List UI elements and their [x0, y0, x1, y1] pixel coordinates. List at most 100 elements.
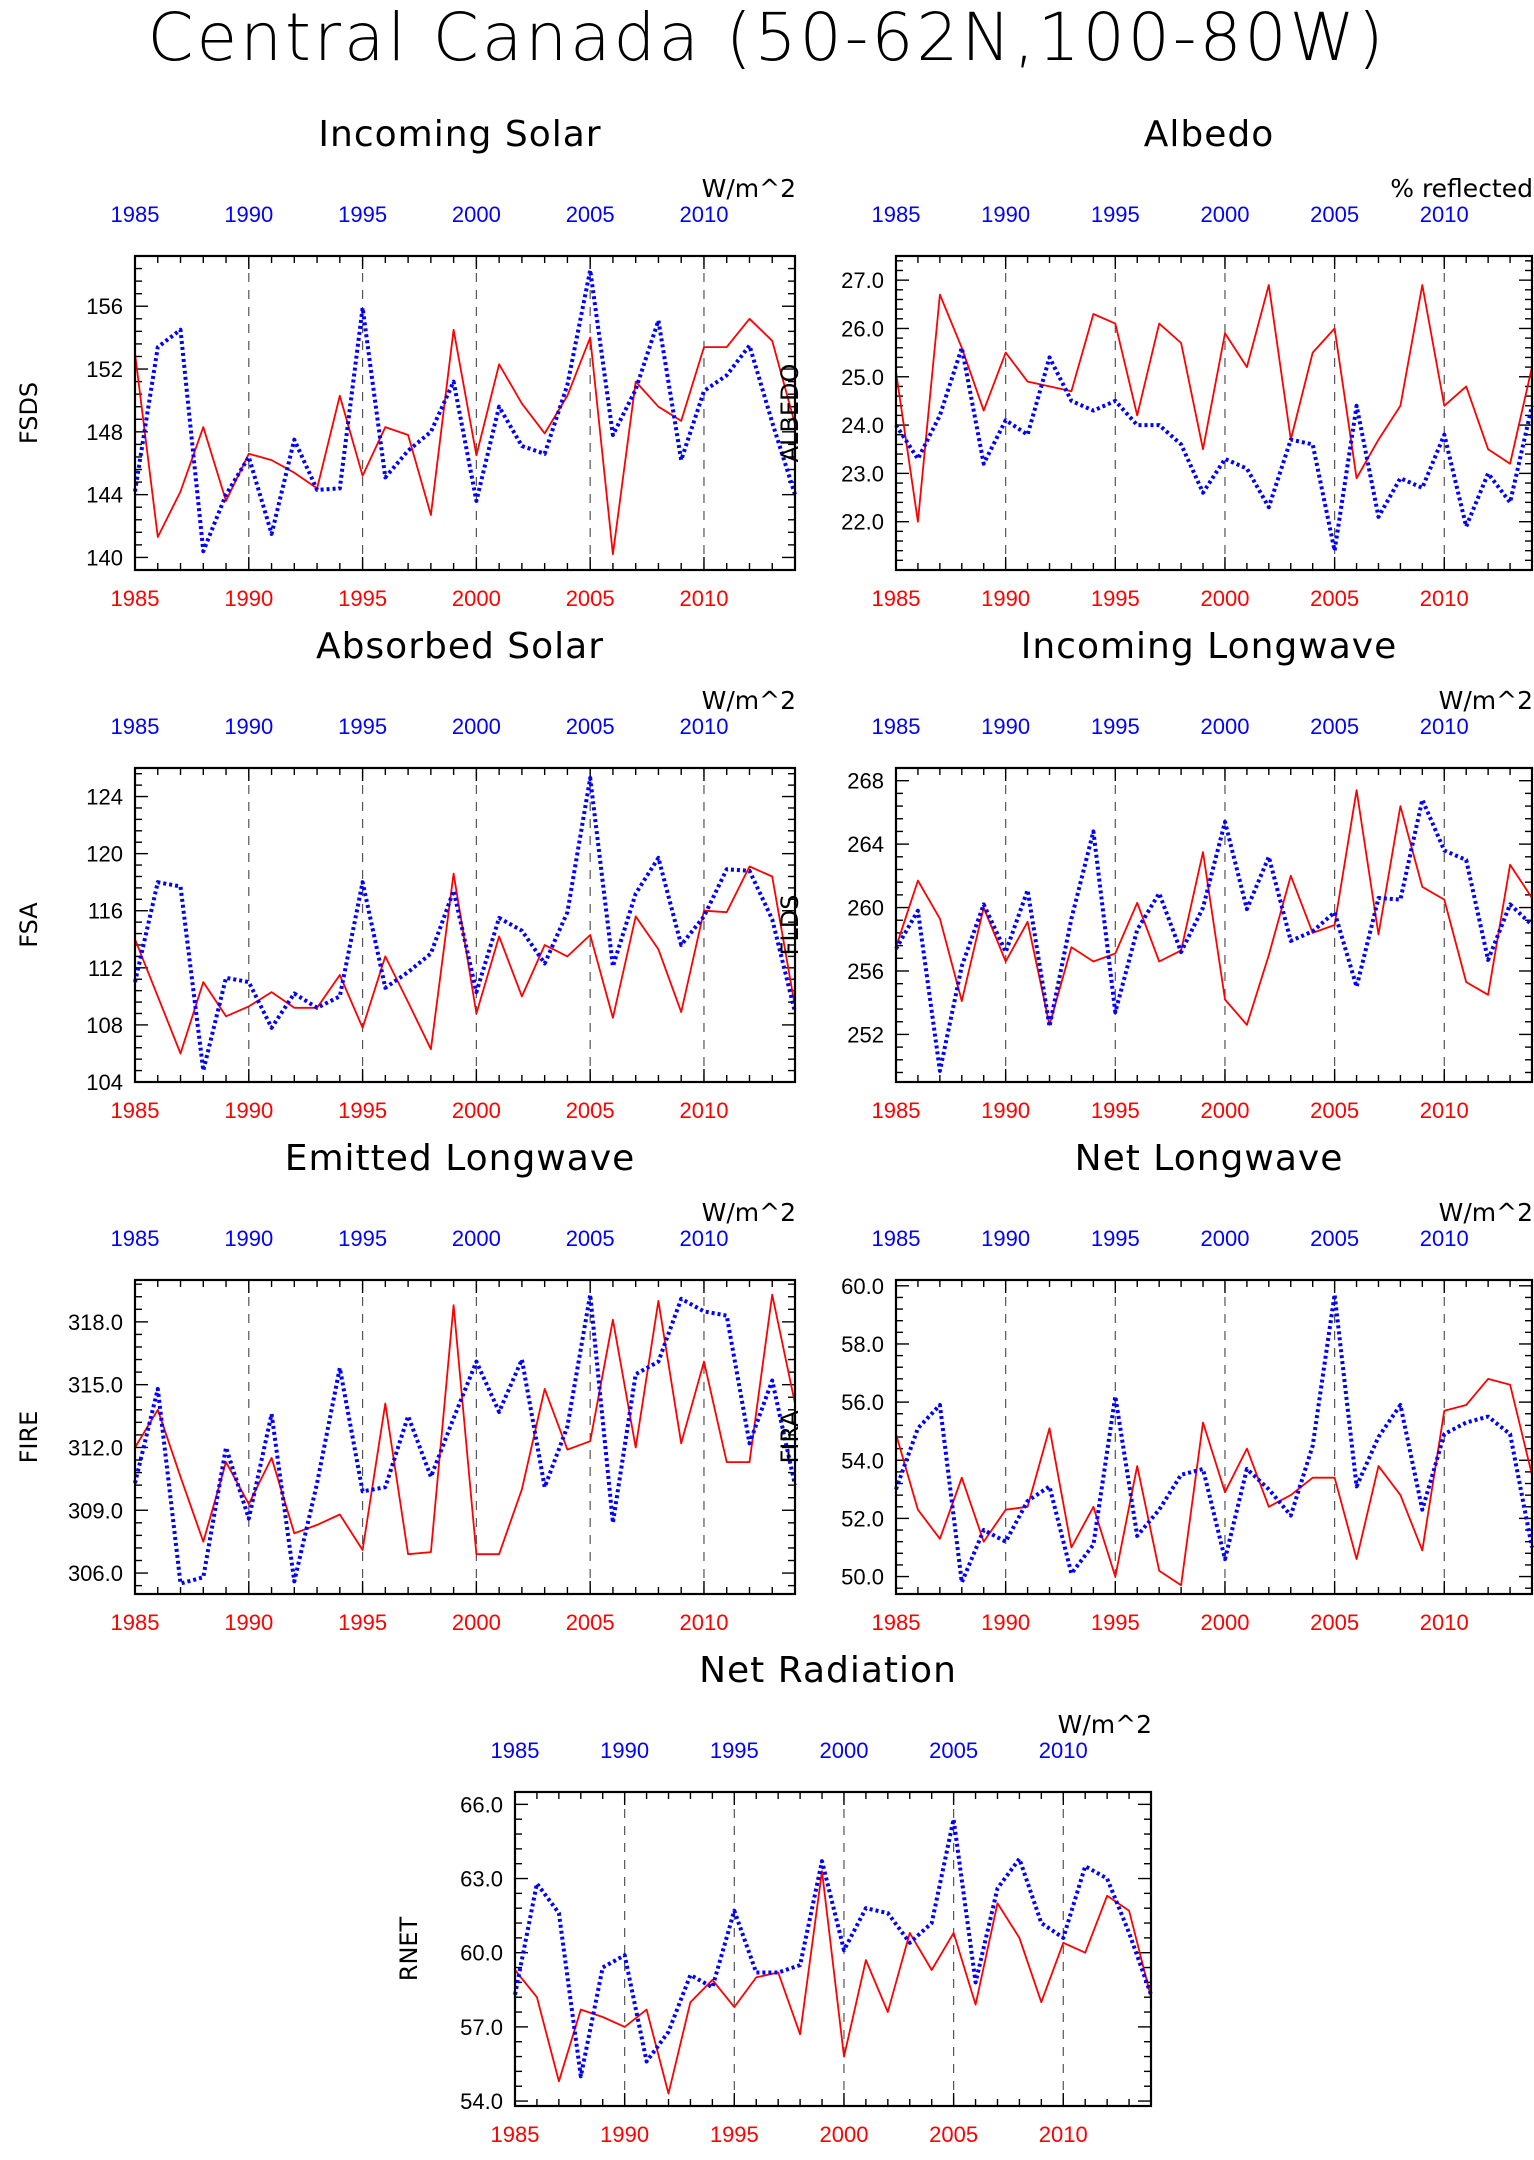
top-x-tick-label: 1990	[981, 714, 1030, 739]
y-tick-label: 58.0	[841, 1332, 884, 1357]
y-tick-label: 25.0	[841, 365, 884, 390]
top-x-tick-label: 2010	[679, 202, 728, 227]
top-x-tick-label: 1995	[1091, 202, 1140, 227]
bottom-x-tick-label: 1985	[111, 586, 160, 611]
bottom-x-tick-label: 2010	[1420, 1610, 1469, 1635]
y-tick-label: 22.0	[841, 510, 884, 535]
red-series-line	[134, 865, 796, 1055]
y-tick-label: 256	[847, 959, 884, 984]
bottom-x-tick-label: 1995	[338, 1098, 387, 1123]
plot-frame	[133, 1278, 797, 1596]
y-axis-label: FSA	[15, 902, 43, 948]
bottom-x-tick-label: 2000	[1200, 586, 1249, 611]
bottom-x-tick-label: 2010	[1420, 1098, 1469, 1123]
bottom-x-tick-label: 2010	[1420, 586, 1469, 611]
panel-title: Incoming Solar	[318, 114, 601, 155]
blue-series-line	[133, 268, 797, 554]
bottom-x-tick-label: 2005	[566, 586, 615, 611]
bottom-x-tick-label: 1990	[981, 1098, 1030, 1123]
y-tick-label: 315.0	[68, 1373, 123, 1398]
bottom-x-tick-label: 1995	[338, 586, 387, 611]
top-x-tick-label: 1985	[111, 1226, 160, 1251]
top-x-tick-label: 2010	[1420, 202, 1469, 227]
figure-title: Central Canada (50-62N,100-80W)	[147, 0, 1386, 76]
red-series-line	[895, 284, 1533, 523]
red-series-line	[895, 789, 1533, 1026]
blue-series-line	[894, 345, 1534, 553]
panel-incoming-solar: Incoming Solar W/m^2 140 144 148 152 156 FSDS 19…	[15, 114, 797, 611]
plot-frame	[894, 254, 1534, 572]
y-tick-label: 144	[86, 483, 123, 508]
y-tick-label: 318.0	[68, 1310, 123, 1335]
top-x-tick-label: 1985	[111, 202, 160, 227]
bottom-x-tick-label: 1985	[872, 1098, 921, 1123]
y-tick-label: 148	[86, 420, 123, 445]
panel-emitted-longwave: Emitted Longwave W/m^2 306.0 309.0 312.0 315.…	[15, 1138, 797, 1635]
units-label: W/m^2	[702, 686, 796, 715]
top-x-tick-label: 1995	[338, 202, 387, 227]
panel-title: Emitted Longwave	[285, 1138, 636, 1179]
bottom-x-tick-label: 2000	[819, 2122, 868, 2147]
blue-series-line	[513, 1817, 1153, 2079]
bottom-x-tick-label: 2005	[1310, 1098, 1359, 1123]
top-x-tick-label: 2005	[1310, 1226, 1359, 1251]
bottom-x-tick-label: 1990	[224, 586, 273, 611]
bottom-x-tick-label: 1995	[1091, 1098, 1140, 1123]
top-x-tick-label: 2005	[929, 1738, 978, 1763]
top-x-tick-label: 1990	[224, 1226, 273, 1251]
y-tick-label: 60.0	[460, 1941, 503, 1966]
y-tick-label: 312.0	[68, 1435, 123, 1460]
panel-title: Absorbed Solar	[316, 626, 604, 667]
bottom-x-tick-label: 1990	[981, 586, 1030, 611]
red-series-line	[134, 1293, 796, 1556]
y-tick-label: 268	[847, 769, 884, 794]
y-tick-label: 52.0	[841, 1506, 884, 1531]
y-tick-label: 116	[88, 899, 123, 924]
y-tick-label: 152	[86, 357, 123, 382]
top-x-tick-label: 1990	[224, 714, 273, 739]
top-x-tick-label: 1990	[981, 1226, 1030, 1251]
y-axis-label: FIRA	[776, 1410, 804, 1464]
panel-net-longwave: Net Longwave W/m^2 50.0 52.0 54.0 56.0 58.0 60.…	[776, 1138, 1534, 1635]
top-x-tick-label: 2000	[452, 202, 501, 227]
bottom-x-tick-label: 1990	[224, 1098, 273, 1123]
plot-frame	[133, 766, 797, 1084]
y-tick-label: 306.0	[68, 1561, 123, 1586]
top-x-tick-label: 1985	[872, 714, 921, 739]
y-axis-label: ALBEDO	[776, 364, 804, 463]
bottom-x-tick-label: 1995	[1091, 586, 1140, 611]
top-x-tick-label: 2010	[679, 714, 728, 739]
top-x-tick-label: 2005	[1310, 202, 1359, 227]
bottom-x-tick-label: 1990	[224, 1610, 273, 1635]
bottom-x-tick-label: 2005	[929, 2122, 978, 2147]
y-tick-label: 26.0	[841, 316, 884, 341]
y-tick-label: 108	[86, 1013, 123, 1038]
panel-title: Incoming Longwave	[1021, 626, 1398, 667]
top-x-tick-label: 2010	[679, 1226, 728, 1251]
top-x-tick-label: 1995	[338, 714, 387, 739]
top-x-tick-label: 2010	[1420, 714, 1469, 739]
bottom-x-tick-label: 1985	[872, 586, 921, 611]
top-x-tick-label: 2010	[1039, 1738, 1088, 1763]
top-x-tick-label: 2000	[452, 1226, 501, 1251]
top-x-tick-label: 1990	[981, 202, 1030, 227]
y-tick-label: 140	[86, 545, 123, 570]
top-x-tick-label: 1990	[224, 202, 273, 227]
top-x-tick-label: 2000	[1200, 202, 1249, 227]
top-x-tick-label: 2005	[566, 1226, 615, 1251]
bottom-x-tick-label: 2010	[679, 1610, 728, 1635]
top-x-tick-label: 2005	[1310, 714, 1359, 739]
units-label: W/m^2	[1439, 1198, 1533, 1227]
bottom-x-tick-label: 1995	[710, 2122, 759, 2147]
units-label: W/m^2	[1439, 686, 1533, 715]
top-x-tick-label: 1985	[111, 714, 160, 739]
bottom-x-tick-label: 2000	[1200, 1610, 1249, 1635]
y-tick-label: 60.0	[841, 1274, 884, 1299]
y-tick-label: 104	[86, 1070, 123, 1095]
top-x-tick-label: 2000	[452, 714, 501, 739]
bottom-x-tick-label: 2000	[452, 1610, 501, 1635]
y-tick-label: 57.0	[460, 2015, 503, 2040]
bottom-x-tick-label: 1990	[981, 1610, 1030, 1635]
top-x-tick-label: 1985	[491, 1738, 540, 1763]
y-axis-label: FIRE	[15, 1411, 43, 1464]
